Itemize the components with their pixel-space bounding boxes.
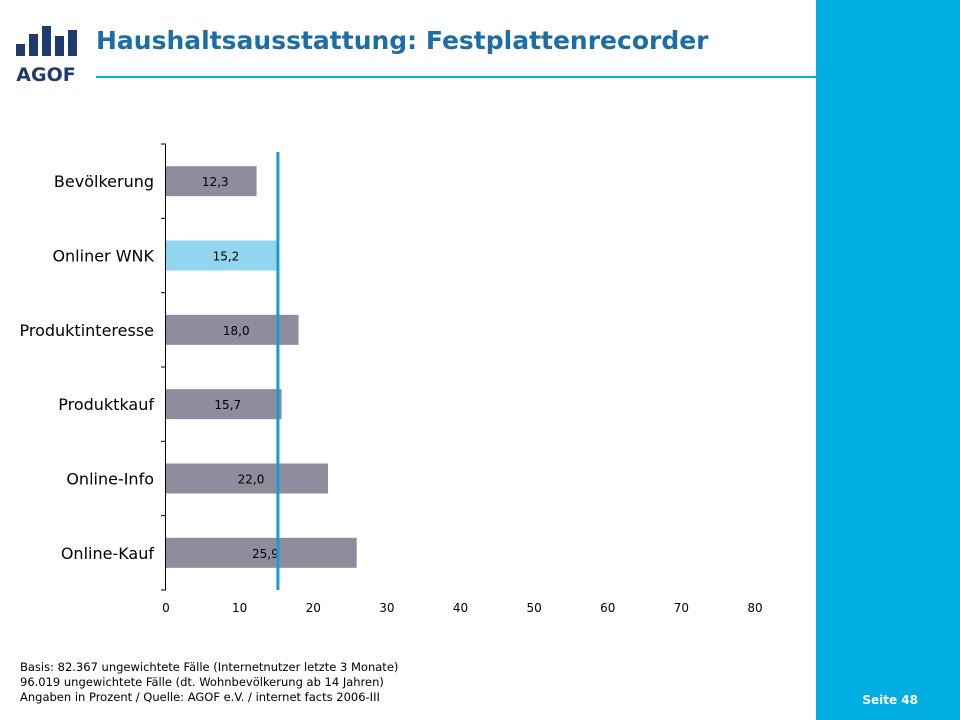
agof-logo: AGOF [14,24,78,90]
bar-value-label: 18,0 [223,324,250,338]
page-title: Haushaltsausstattung: Festplattenrecorde… [96,26,709,55]
logo-bar [42,26,51,56]
category-label: Bevölkerung [54,172,154,191]
category-label: Produktinteresse [19,321,154,340]
x-tick-label: 20 [306,601,321,615]
x-tick-label: 30 [379,601,394,615]
page-number: Seite 48 [862,693,918,707]
footnote-line: 96.019 ungewichtete Fälle (dt. Wohnbevöl… [20,675,384,689]
bar [166,537,357,568]
x-tick-label: 10 [232,601,247,615]
x-tick-label: 80 [747,601,762,615]
footnote-line: Basis: 82.367 ungewichtete Fälle (Intern… [20,660,399,674]
logo-bar [55,36,64,56]
footnote-line: Angaben in Prozent / Quelle: AGOF e.V. /… [20,690,380,704]
bar [166,240,278,271]
logo-bar [68,30,77,56]
bar-value-label: 12,3 [202,175,229,189]
bar [166,389,282,420]
x-tick-label: 70 [674,601,689,615]
bar-value-label: 25,9 [252,547,279,561]
title-divider [96,76,816,78]
bar [166,463,328,494]
right-accent-band [816,0,960,720]
category-label: Produktkauf [58,395,154,414]
category-label: Online-Kauf [61,544,155,563]
footnote: Basis: 82.367 ungewichtete Fälle (Intern… [20,660,398,705]
logo-text: AGOF [16,64,76,86]
bar [166,166,257,197]
category-label: Onliner WNK [52,247,154,266]
bar-chart: 12,3 15,2 18,0 15,7 22,0 25,9 Bevölkerung Onli… [19,143,763,615]
logo-bar [29,34,38,56]
x-tick-label: 50 [526,601,541,615]
logo-bar [16,44,25,56]
x-tick-label: 40 [453,601,468,615]
category-label: Online-Info [66,470,154,489]
bar-value-label: 22,0 [238,473,265,487]
x-tick-label: 60 [600,601,615,615]
bar-value-label: 15,7 [214,398,241,412]
bar-value-label: 15,2 [213,250,240,264]
x-tick-label: 0 [162,601,170,615]
